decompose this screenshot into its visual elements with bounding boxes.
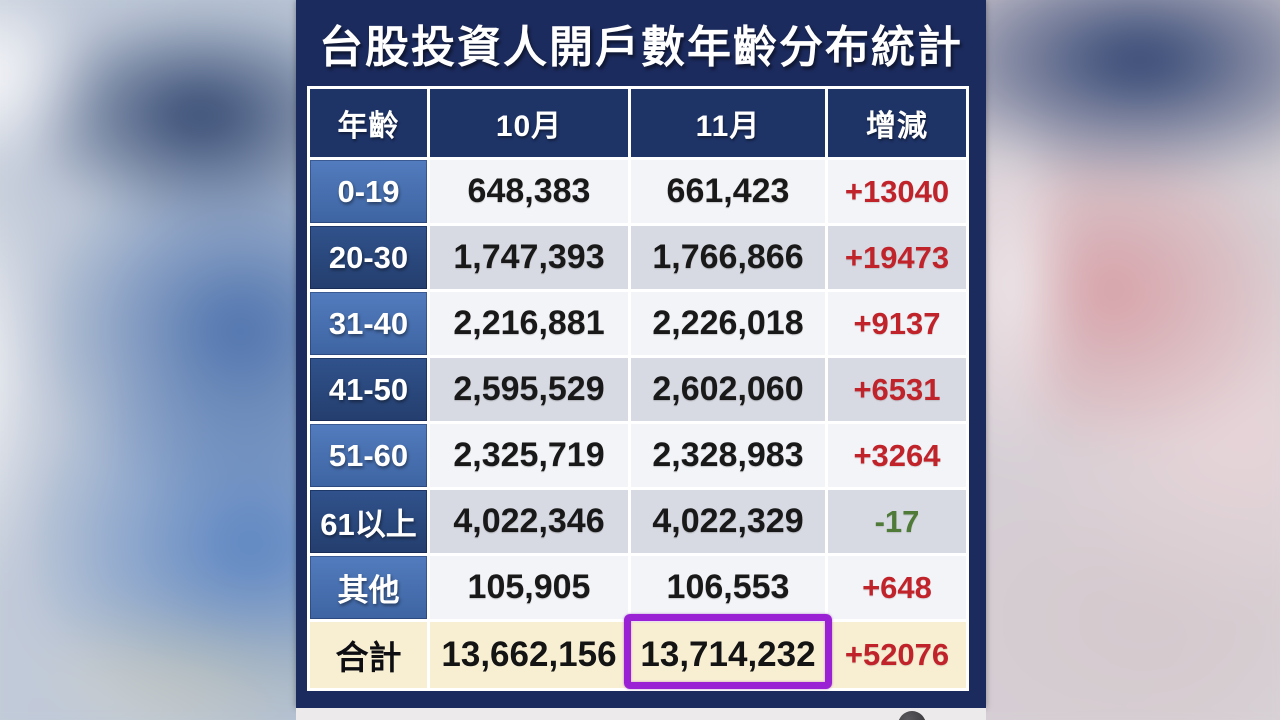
oct-value: 2,325,719 — [430, 424, 628, 487]
total-oct-value: 13,662,156 — [430, 622, 628, 688]
card-title: 台股投資人開戶數年齡分布統計 — [319, 23, 963, 72]
age-cell: 31-40 — [310, 292, 427, 355]
change-value: -17 — [828, 490, 966, 553]
total-change-value: +52076 — [828, 622, 966, 688]
age-cell: 51-60 — [310, 424, 427, 487]
change-value: +6531 — [828, 358, 966, 421]
age-distribution-table: 年齡 10月 11月 增減 0-19 648,383 661,423 +1304… — [307, 86, 969, 691]
oct-value: 648,383 — [430, 160, 628, 223]
nov-value: 2,226,018 — [631, 292, 825, 355]
change-value: +3264 — [828, 424, 966, 487]
column-header-age: 年齡 — [310, 89, 427, 157]
total-label: 合計 — [310, 622, 427, 688]
column-header-november: 11月 — [631, 89, 825, 157]
nov-value: 106,553 — [631, 556, 825, 619]
oct-value: 105,905 — [430, 556, 628, 619]
total-nov-value: 13,714,232 — [624, 614, 832, 689]
oct-value: 4,022,346 — [430, 490, 628, 553]
nov-value: 1,766,866 — [631, 226, 825, 289]
age-cell: 61以上 — [310, 490, 427, 553]
age-cell: 20-30 — [310, 226, 427, 289]
nov-value: 661,423 — [631, 160, 825, 223]
change-value: +648 — [828, 556, 966, 619]
age-cell: 0-19 — [310, 160, 427, 223]
nov-value: 2,328,983 — [631, 424, 825, 487]
age-cell: 41-50 — [310, 358, 427, 421]
oct-value: 2,216,881 — [430, 292, 628, 355]
nov-value: 4,022,329 — [631, 490, 825, 553]
oct-value: 2,595,529 — [430, 358, 628, 421]
change-value: +13040 — [828, 160, 966, 223]
statistics-card: 台股投資人開戶數年齡分布統計 年齡 10月 11月 增減 0-19 648,38… — [296, 0, 986, 708]
column-header-change: 增減 — [828, 89, 966, 157]
watermark-circle — [898, 711, 926, 720]
age-cell: 其他 — [310, 556, 427, 619]
oct-value: 1,747,393 — [430, 226, 628, 289]
change-value: +19473 — [828, 226, 966, 289]
column-header-october: 10月 — [430, 89, 628, 157]
bottom-margin — [296, 708, 986, 720]
nov-value: 2,602,060 — [631, 358, 825, 421]
change-value: +9137 — [828, 292, 966, 355]
total-nov-number: 13,714,232 — [640, 635, 816, 674]
